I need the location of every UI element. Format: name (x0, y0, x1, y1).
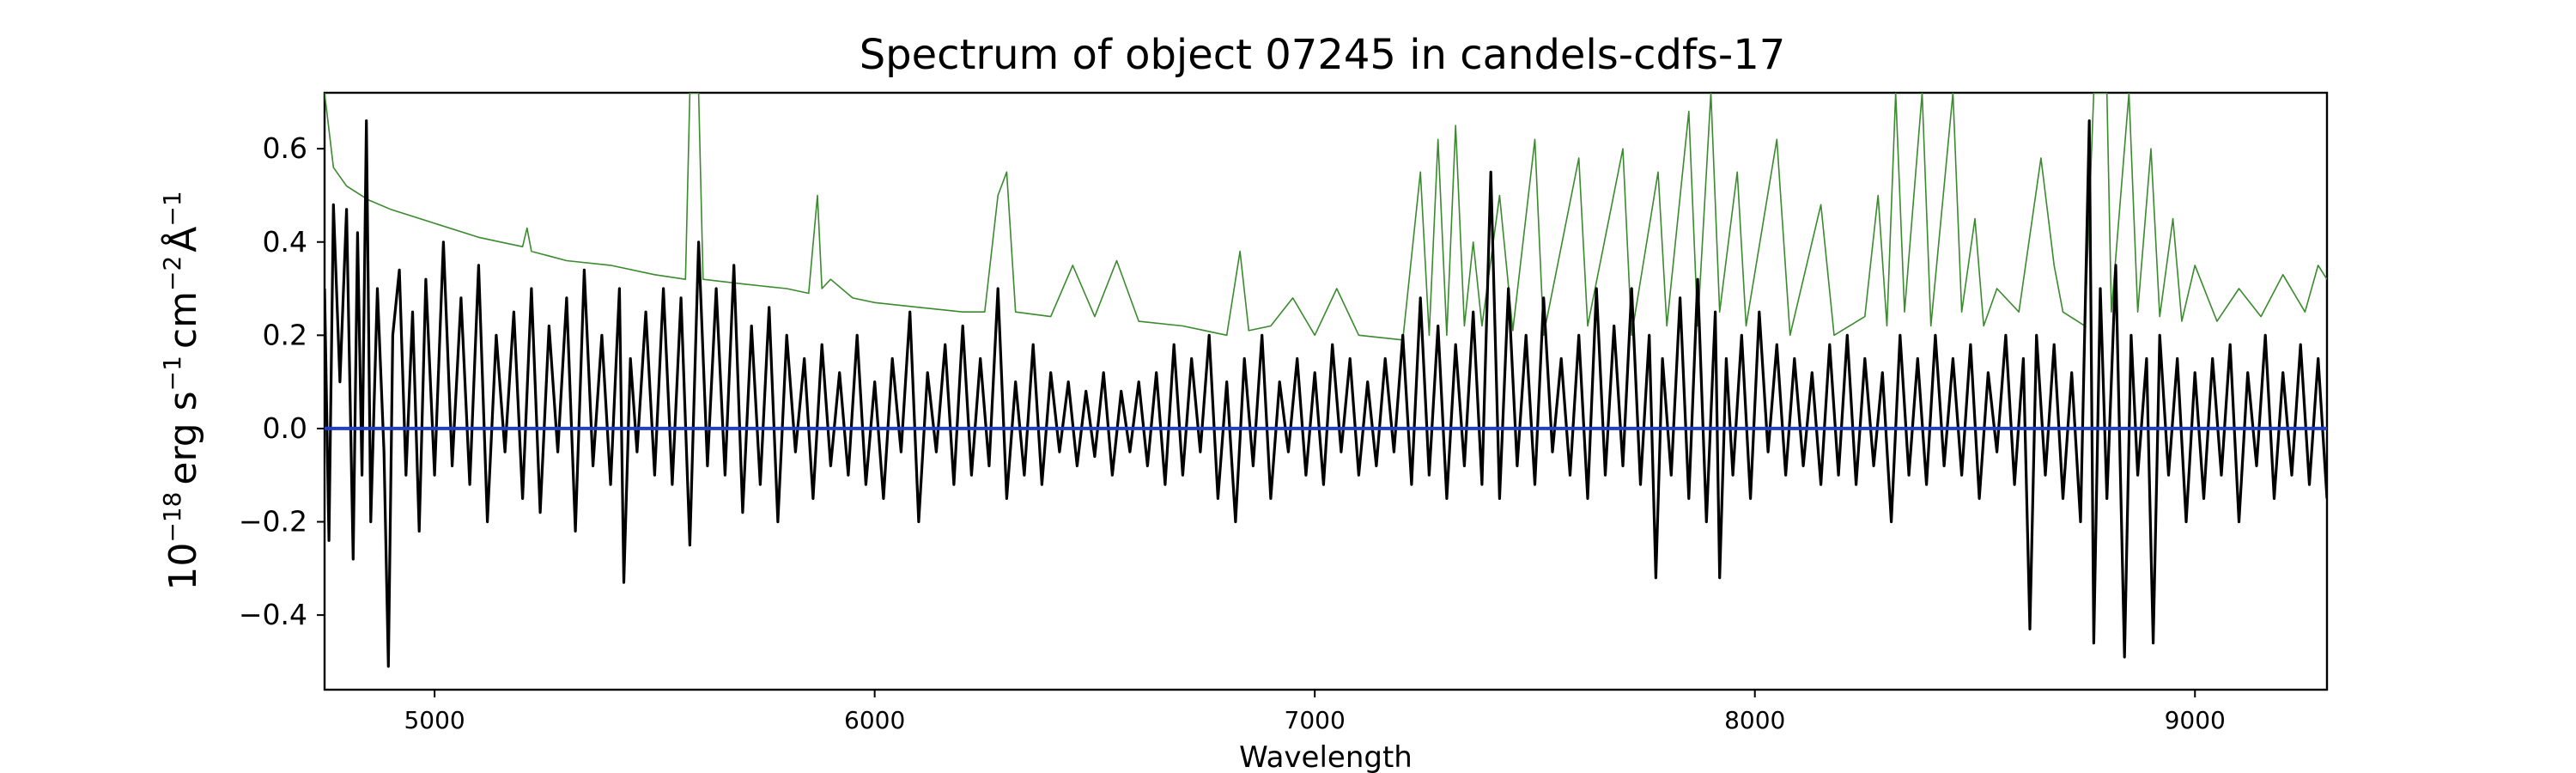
y-tick-label: 0.6 (263, 131, 307, 165)
y-label-base: 10 (161, 543, 205, 591)
x-tick-label: 7000 (1285, 706, 1346, 734)
y-label-exp-cm: −2 (158, 256, 186, 291)
y-tick-label: −0.2 (239, 505, 307, 539)
x-tick-label: 9000 (2165, 706, 2226, 734)
y-label-cm: cm (161, 291, 205, 349)
y-label-angstrom: Å (160, 227, 205, 253)
x-tick-label: 6000 (844, 706, 905, 734)
series-line-flux (325, 119, 2327, 668)
x-tick-label: 5000 (404, 706, 465, 734)
y-tick-label: 0.2 (263, 318, 307, 351)
y-label-exp: −18 (158, 492, 186, 543)
series-layer (325, 93, 2327, 668)
x-axis-label: Wavelength (1239, 740, 1413, 773)
y-label-exp-a: −1 (158, 191, 186, 226)
chart-title: Spectrum of object 07245 in candels-cdfs… (860, 31, 1786, 79)
y-label-exp-s: −1 (158, 356, 186, 391)
y-tick-label: 0.4 (263, 225, 307, 259)
plot-area (323, 91, 2329, 691)
y-label-erg: erg s (161, 391, 205, 484)
plot-frame (323, 91, 2329, 691)
y-axis-label: 10−18erg s−1cm−2Å−1 (158, 191, 205, 590)
axis-ticks: 5000 6000 7000 8000 9000 −0.4 −0.2 0.0 0.2 0.4 0.6 (239, 131, 2226, 734)
series-line-noise (325, 93, 2327, 341)
y-tick-label: −0.4 (239, 598, 307, 631)
y-tick-label: 0.0 (263, 411, 307, 445)
x-tick-label: 8000 (1724, 706, 1785, 734)
